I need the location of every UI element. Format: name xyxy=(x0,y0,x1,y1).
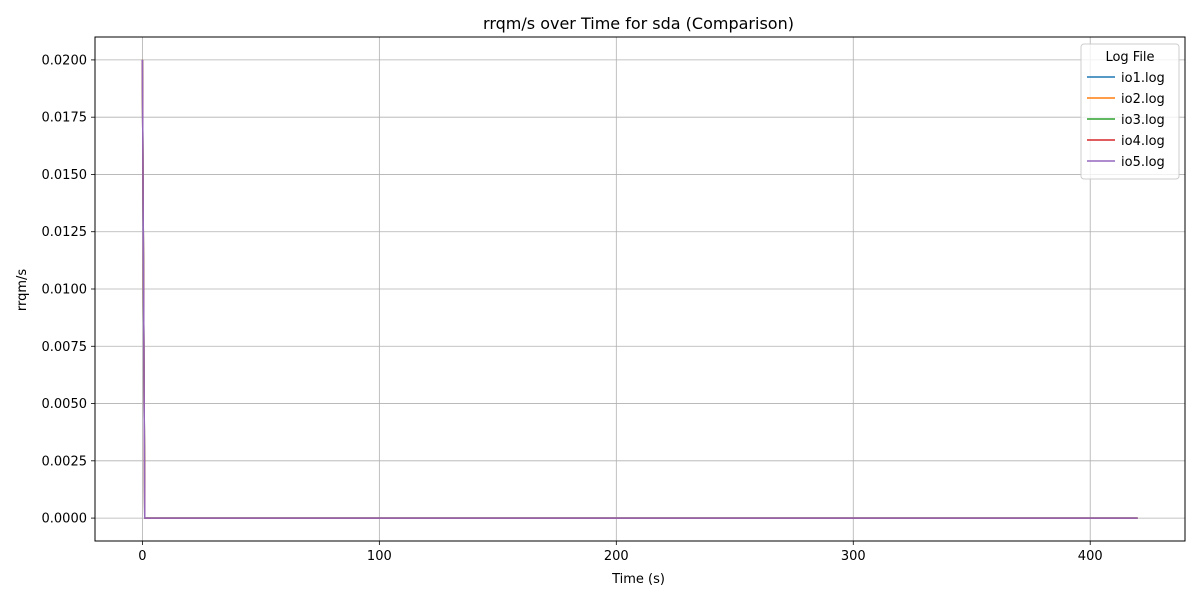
x-axis: 0 100 200 300 400 xyxy=(138,541,1103,564)
y-tick-label: 0.0100 xyxy=(42,283,88,298)
chart-title: rrqm/s over Time for sda (Comparison) xyxy=(483,14,794,33)
y-tick-label: 0.0000 xyxy=(42,512,88,527)
y-tick-label: 0.0200 xyxy=(42,53,88,68)
y-tick-label: 0.0050 xyxy=(42,397,88,412)
x-tick-label: 300 xyxy=(841,549,866,564)
legend-label: io1.log xyxy=(1121,71,1165,86)
series-line-io5-log xyxy=(141,59,1138,519)
y-axis: 0.0000 0.0025 0.0050 0.0075 0.0100 0.0125 0.01… xyxy=(42,53,95,527)
x-tick-label: 100 xyxy=(367,549,392,564)
y-tick-label: 0.0025 xyxy=(42,454,88,469)
y-tick-label: 0.0125 xyxy=(42,225,88,240)
x-tick-label: 200 xyxy=(604,549,629,564)
y-tick-label: 0.0175 xyxy=(42,111,88,126)
x-tick-label: 400 xyxy=(1078,549,1103,564)
x-axis-label: Time (s) xyxy=(611,572,665,587)
y-tick-label: 0.0150 xyxy=(42,168,88,183)
y-tick-label: 0.0075 xyxy=(42,340,88,355)
legend-label: io4.log xyxy=(1121,134,1165,149)
legend-label: io5.log xyxy=(1121,155,1165,170)
legend-title: Log File xyxy=(1105,50,1154,65)
legend-label: io3.log xyxy=(1121,113,1165,128)
y-axis-label: rrqm/s xyxy=(15,269,30,312)
x-tick-label: 0 xyxy=(138,549,146,564)
legend-label: io2.log xyxy=(1121,92,1165,107)
series-lines xyxy=(141,59,1138,519)
legend: Log File io1.log io2.log io3.log io4.log io5.… xyxy=(1080,43,1180,180)
